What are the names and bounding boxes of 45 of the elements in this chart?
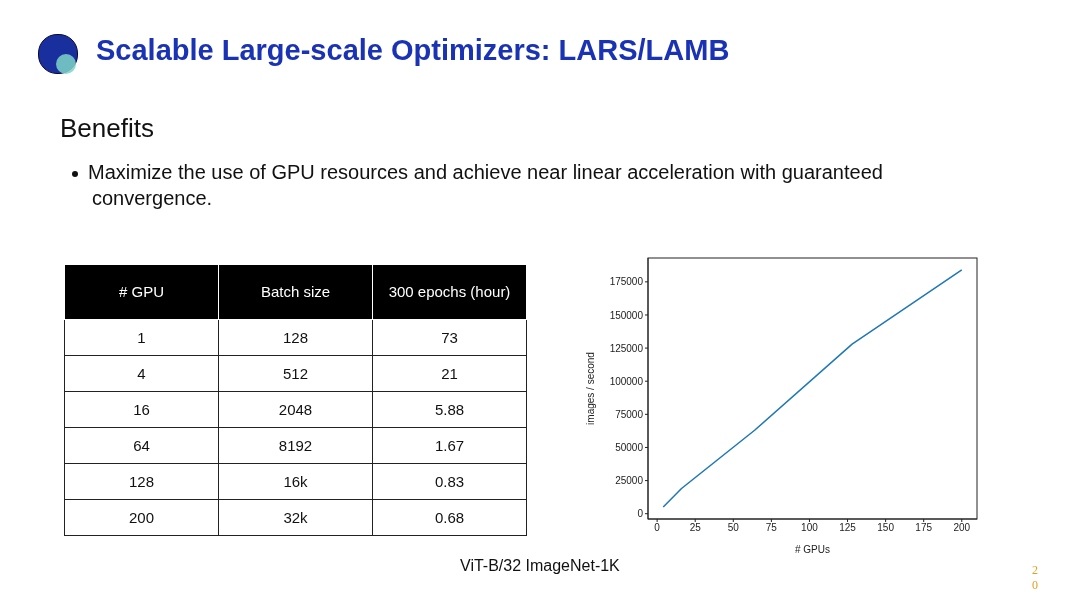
text: 512: [282, 365, 309, 382]
text: 128: [282, 329, 309, 346]
x-tick-label: 75: [765, 522, 778, 534]
x-tick-label: 100: [801, 522, 819, 534]
text: 64: [133, 437, 150, 454]
text: 8192: [278, 437, 313, 454]
text: 1: [137, 329, 146, 346]
text: 16k: [283, 473, 308, 490]
line-series: [662, 269, 963, 508]
text: 32k: [283, 509, 308, 526]
x-tick-label: 50: [727, 522, 740, 534]
text: 16: [133, 401, 150, 418]
text: 21: [441, 365, 458, 382]
y-tick-label: 50000: [615, 442, 644, 454]
text: 4: [137, 365, 146, 382]
text: ViT-B/32 ImageNet-1K: [460, 557, 620, 575]
category-label: # GPU: [64, 264, 219, 320]
text: 2048: [278, 401, 313, 418]
text: 1.67: [434, 437, 465, 454]
text: Benefits: [60, 113, 154, 144]
text: 0.68: [434, 509, 465, 526]
text: Scalable Large-scale Optimizers: LARS/LAMB: [96, 34, 730, 67]
y-axis-title: images / second: [584, 352, 596, 425]
x-tick-label: 0: [654, 522, 661, 534]
x-tick-label: 150: [877, 522, 895, 534]
y-tick-label: 125000: [609, 342, 644, 354]
x-tick-label: 25: [689, 522, 702, 534]
x-tick-label: 125: [839, 522, 857, 534]
x-tick-label: 175: [915, 522, 933, 534]
category-label: Batch size: [218, 264, 373, 320]
y-tick-label: 100000: [609, 375, 644, 387]
y-tick-label: 0: [637, 508, 644, 520]
text: 20: [1032, 563, 1039, 593]
y-tick-label: 175000: [609, 276, 644, 288]
x-tick-label: 200: [953, 522, 971, 534]
text: 73: [441, 329, 458, 346]
x-axis-title: # GPUs: [794, 544, 831, 555]
text: 128: [128, 473, 155, 490]
text: 0.83: [434, 473, 465, 490]
text: 5.88: [434, 401, 465, 418]
text: Maximize the use of GPU resources and achieve near linear acceleration with guaranteed convergence.: [87, 160, 884, 211]
category-label: 300 epochs (hour): [372, 264, 527, 320]
y-tick-label: 75000: [615, 408, 644, 420]
y-tick-label: 150000: [609, 309, 644, 321]
y-tick-label: 25000: [615, 475, 644, 487]
